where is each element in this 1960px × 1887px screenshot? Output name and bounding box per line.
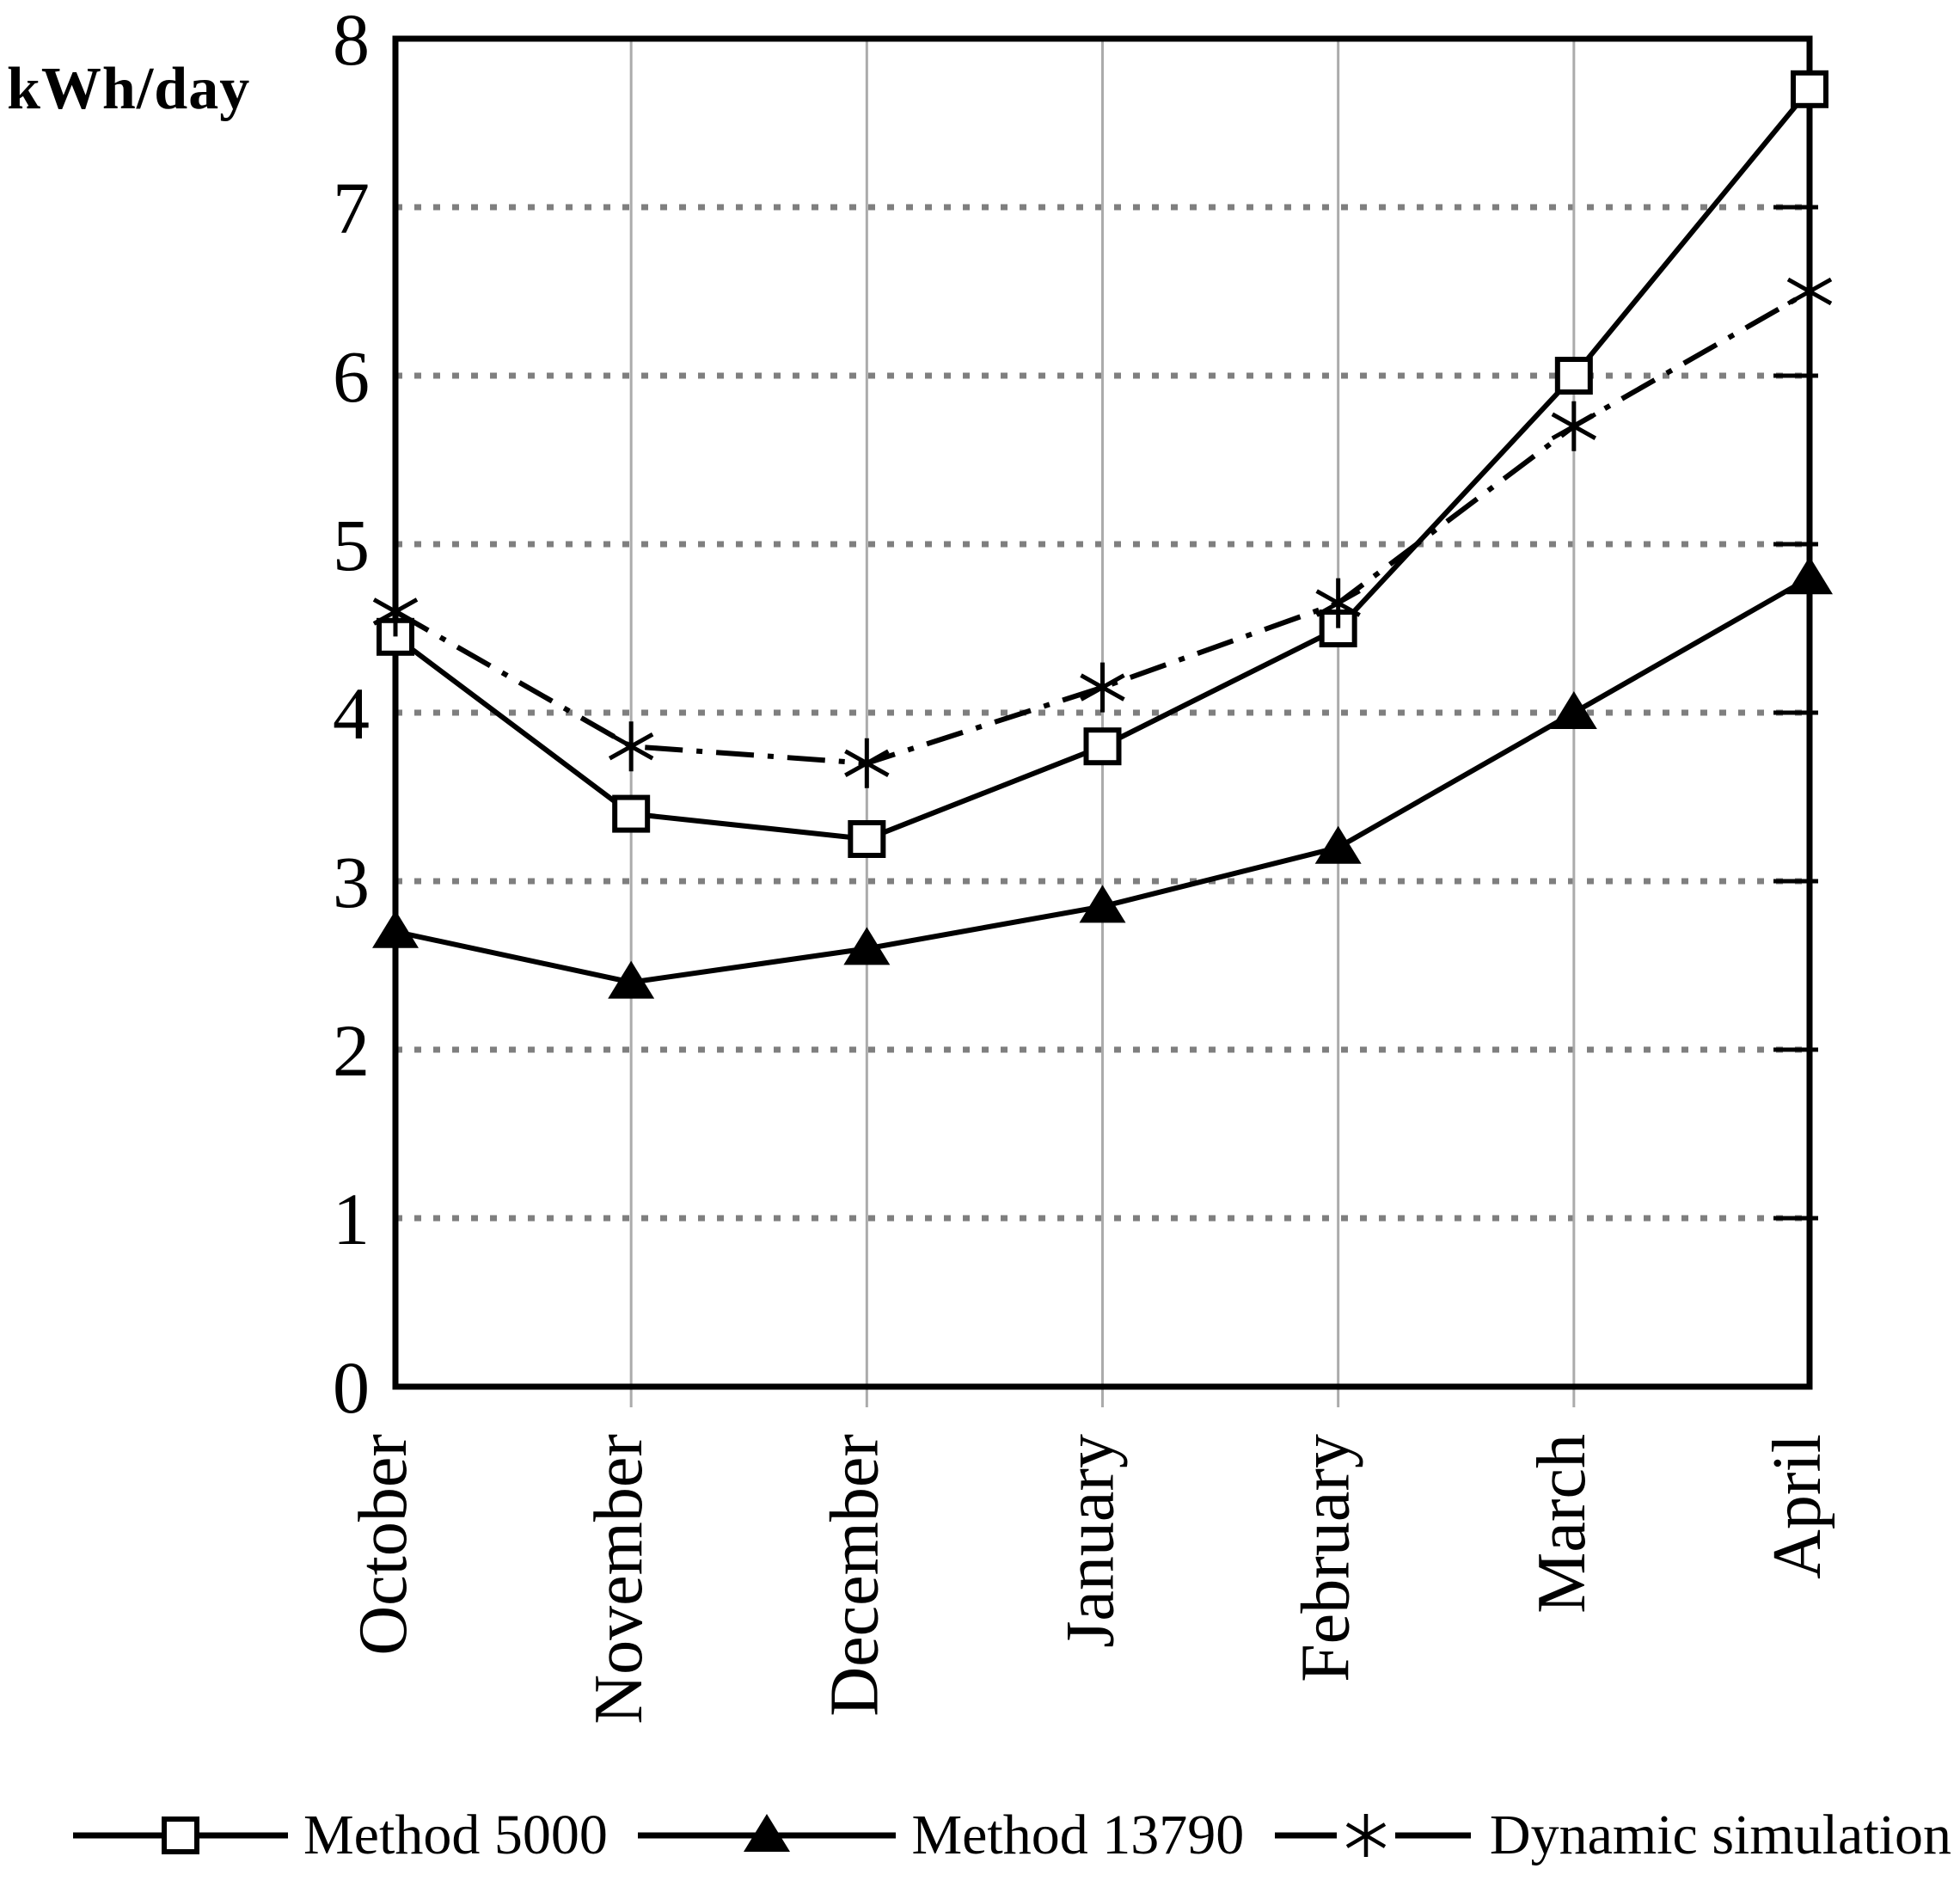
- svg-text:March: March: [1524, 1434, 1600, 1614]
- legend-item-dynamic-simulation: Dynamic simulation: [1274, 1803, 1951, 1868]
- svg-text:January: January: [1053, 1434, 1129, 1648]
- svg-text:October: October: [346, 1434, 421, 1656]
- line-chart-plot: 0 1 2 3 4 5 6 7 8 October November December January F…: [333, 0, 1835, 1725]
- svg-text:February: February: [1289, 1434, 1364, 1682]
- svg-text:5: 5: [333, 504, 370, 586]
- svg-text:November: November: [581, 1434, 657, 1725]
- chart-legend: Method 5000 Method 13790 Dynamic simulat…: [73, 1788, 1951, 1883]
- legend-item-method-5000: Method 5000: [73, 1803, 608, 1868]
- legend-label: Method 5000: [303, 1804, 608, 1866]
- svg-text:7: 7: [333, 167, 370, 249]
- asterisk-marker-icon: [1274, 1814, 1471, 1857]
- svg-text:0: 0: [333, 1346, 370, 1429]
- svg-text:6: 6: [333, 335, 370, 418]
- svg-text:8: 8: [333, 0, 370, 81]
- filled-triangle-marker-icon: [638, 1814, 897, 1852]
- svg-text:3: 3: [333, 841, 370, 923]
- y-axis-unit-label: kWh/day: [7, 56, 251, 122]
- svg-text:4: 4: [333, 672, 370, 755]
- svg-text:December: December: [817, 1434, 892, 1717]
- legend-item-method-13790: Method 13790: [638, 1803, 1244, 1868]
- open-square-marker-icon: [73, 1817, 288, 1854]
- svg-text:2: 2: [333, 1009, 370, 1092]
- legend-label: Method 13790: [911, 1804, 1245, 1866]
- svg-text:April: April: [1760, 1434, 1835, 1579]
- svg-text:1: 1: [333, 1178, 370, 1260]
- legend-label: Dynamic simulation: [1489, 1804, 1951, 1866]
